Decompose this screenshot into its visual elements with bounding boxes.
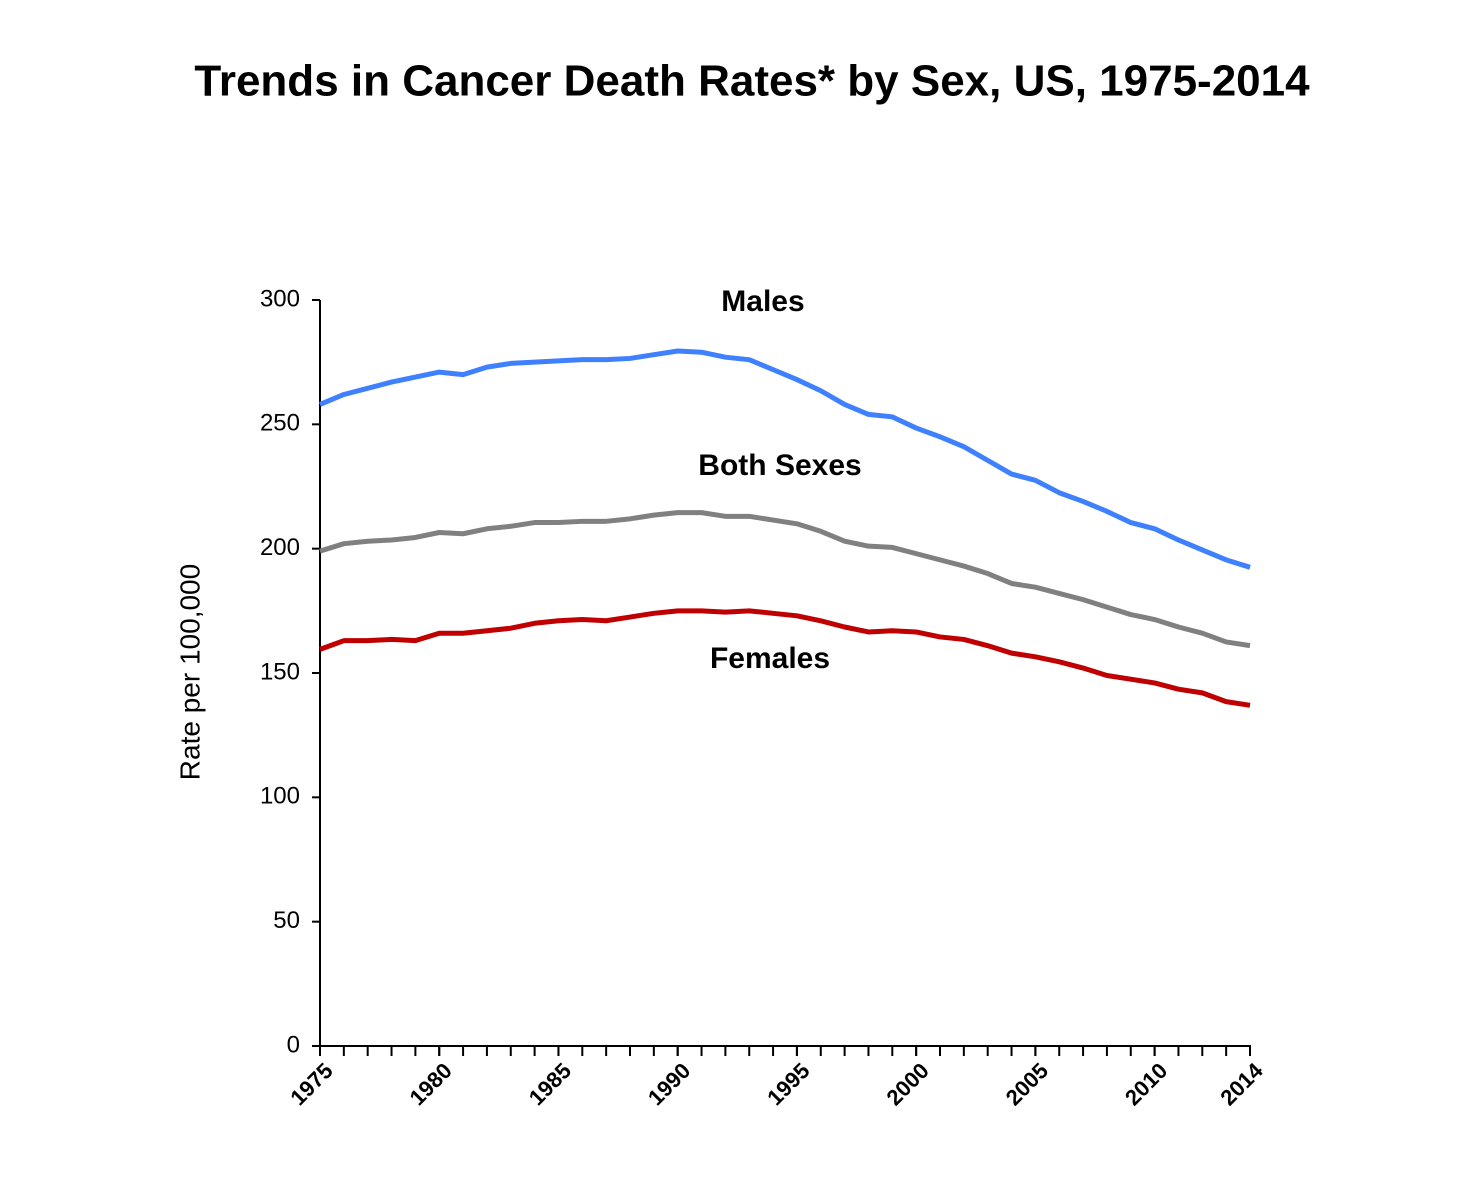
series-line bbox=[319, 608, 1251, 708]
x-tick-label: 1980 bbox=[405, 1058, 457, 1110]
series-label: Males bbox=[721, 285, 804, 318]
x-tick-label: 2014 bbox=[1215, 1057, 1268, 1110]
chart-title: Trends in Cancer Death Rates* by Sex, US… bbox=[194, 57, 1310, 106]
x-tick-label: 1995 bbox=[762, 1058, 814, 1110]
x-tick-label: 2000 bbox=[882, 1058, 934, 1110]
y-tick-label: 100 bbox=[260, 783, 300, 810]
series-label: Females bbox=[710, 642, 830, 675]
series-label: Both Sexes bbox=[698, 449, 861, 482]
x-tick-label: 2010 bbox=[1120, 1058, 1172, 1110]
y-axis-label: Rate per 100,000 bbox=[174, 564, 205, 780]
y-tick-label: 50 bbox=[273, 907, 300, 934]
x-tick-label: 1975 bbox=[285, 1058, 337, 1110]
series-line bbox=[319, 348, 1251, 570]
y-tick-label: 300 bbox=[260, 285, 300, 312]
x-tick-label: 1985 bbox=[524, 1058, 576, 1110]
y-tick-label: 250 bbox=[260, 410, 300, 437]
x-tick-label: 2005 bbox=[1001, 1058, 1053, 1110]
y-tick-label: 200 bbox=[260, 534, 300, 561]
series-line bbox=[319, 510, 1251, 649]
y-tick-label: 0 bbox=[287, 1031, 300, 1058]
y-tick-label: 150 bbox=[260, 658, 300, 685]
x-tick-label: 1990 bbox=[643, 1058, 695, 1110]
